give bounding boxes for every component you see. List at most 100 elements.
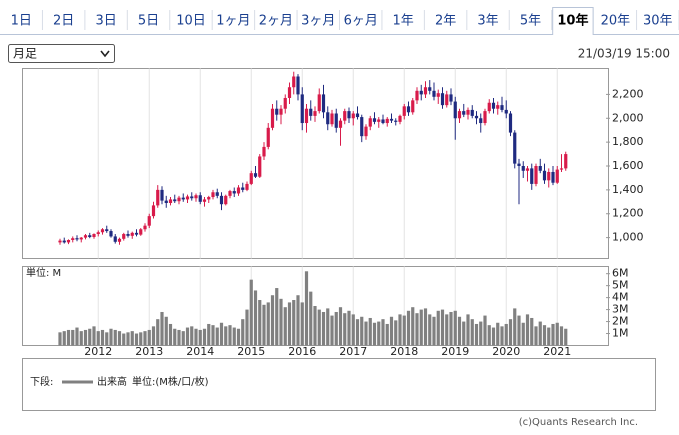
tab-label[interactable]: 5年 <box>520 14 541 29</box>
volume-bar <box>394 320 398 346</box>
tab-label[interactable]: 10日 <box>176 14 206 29</box>
candle-body <box>177 197 181 202</box>
volume-bar <box>181 331 185 346</box>
volume-bar <box>168 323 173 346</box>
candle-body <box>525 168 530 171</box>
tab[interactable]: 5年 <box>520 10 553 30</box>
candle-body <box>551 171 555 183</box>
volume-bar <box>440 309 445 346</box>
volume-bar <box>559 326 564 346</box>
period-select[interactable]: 月足 <box>8 44 115 63</box>
tab[interactable]: 20年 <box>601 10 638 30</box>
volume-bar <box>496 322 500 346</box>
tab-label[interactable]: 2年 <box>435 14 456 29</box>
volume-bar <box>406 310 411 346</box>
volume-bar <box>508 319 513 346</box>
tab-label[interactable]: 3ヶ月 <box>301 14 335 29</box>
tab-label[interactable]: 5日 <box>138 14 159 29</box>
volume-bar <box>266 302 270 346</box>
candle-body <box>326 112 330 125</box>
volume-bar <box>139 332 143 346</box>
tab-label[interactable]: 20年 <box>601 14 631 29</box>
volume-bar <box>402 315 406 346</box>
tab[interactable]: 10日 <box>176 10 213 30</box>
tab[interactable]: 30年 <box>643 10 679 30</box>
tab-label[interactable]: 10年 <box>557 13 588 29</box>
tab[interactable]: 1日 <box>11 10 43 30</box>
tab[interactable]: 3ヶ月 <box>301 10 340 30</box>
candle-body <box>283 97 287 109</box>
tab-label[interactable]: 1ヶ月 <box>216 14 250 29</box>
candle-body <box>381 119 385 124</box>
volume-bar <box>470 319 474 346</box>
volume-bar <box>215 327 219 346</box>
candle-body <box>156 189 160 206</box>
candle-body <box>194 195 198 199</box>
volume-bar <box>130 331 134 346</box>
candle-body <box>122 234 126 239</box>
tab[interactable]: 1年 <box>393 10 425 30</box>
volume-tick-label: 2M <box>612 315 629 328</box>
tab-label[interactable]: 3日 <box>95 14 116 29</box>
tab-label[interactable]: 1年 <box>393 14 414 29</box>
select-label[interactable]: 月足 <box>13 47 37 61</box>
candle-body <box>466 109 470 115</box>
candle-body <box>287 87 292 98</box>
tab-label[interactable]: 1日 <box>11 14 32 29</box>
candle-body <box>338 120 343 128</box>
candle-body <box>270 108 275 128</box>
legend-prefix: 下段: <box>30 375 53 388</box>
volume-bar <box>347 310 351 346</box>
tab-label[interactable]: 30年 <box>643 14 673 29</box>
volume-bar <box>534 326 538 346</box>
tab[interactable]: 10年 <box>552 7 594 36</box>
candle-body <box>147 216 151 226</box>
candle-body <box>389 118 394 121</box>
candle-body <box>185 196 190 200</box>
tab-label[interactable]: 2ヶ月 <box>259 14 293 29</box>
tab[interactable]: 2ヶ月 <box>259 10 298 30</box>
volume-bar <box>368 317 372 346</box>
legend-box <box>22 358 656 411</box>
y-tick-label: 2,200 <box>612 87 644 100</box>
candle-body <box>504 109 508 114</box>
tab-label[interactable]: 6ヶ月 <box>344 14 378 29</box>
candle-body <box>521 166 525 171</box>
candle-body <box>423 87 428 95</box>
x-tick-label: 2020 <box>492 345 520 358</box>
candle-body <box>160 189 164 201</box>
volume-bar <box>109 328 113 346</box>
tab[interactable]: 1ヶ月 <box>216 10 256 30</box>
tab[interactable]: 5日 <box>138 10 171 30</box>
price-panel <box>22 68 609 259</box>
volume-bar <box>542 325 547 346</box>
candle-body <box>436 93 440 97</box>
volume-bar <box>551 323 555 346</box>
tab[interactable]: 2日 <box>53 10 86 30</box>
tab-frame[interactable] <box>552 7 594 36</box>
candle-body <box>304 108 309 124</box>
volume-bar <box>504 323 508 346</box>
volume-bar <box>173 328 177 346</box>
tab-label[interactable]: 3年 <box>477 14 498 29</box>
candle-body <box>134 232 139 235</box>
volume-bar <box>530 317 534 346</box>
candle-body <box>564 154 568 169</box>
volume-bar <box>483 315 487 346</box>
select-arrow[interactable] <box>100 50 110 58</box>
tab[interactable]: 3日 <box>95 10 128 30</box>
volume-bar <box>330 315 334 346</box>
volume-bar <box>279 298 283 346</box>
volume-bar <box>351 314 355 346</box>
tab-label[interactable]: 2日 <box>53 14 74 29</box>
tab[interactable]: 3年 <box>477 10 510 30</box>
tab[interactable]: 2年 <box>435 10 468 30</box>
select-box[interactable] <box>8 44 115 63</box>
plot: 2012 2013 2014 2015 2016 2017 2018 2019 2020 2021… <box>26 68 644 358</box>
candle-body <box>62 240 66 243</box>
volume-tick-label: 3M <box>612 303 629 316</box>
x-tick-label: 2013 <box>135 345 163 358</box>
volume-bar <box>381 319 385 346</box>
tab[interactable]: 6ヶ月 <box>344 10 383 30</box>
